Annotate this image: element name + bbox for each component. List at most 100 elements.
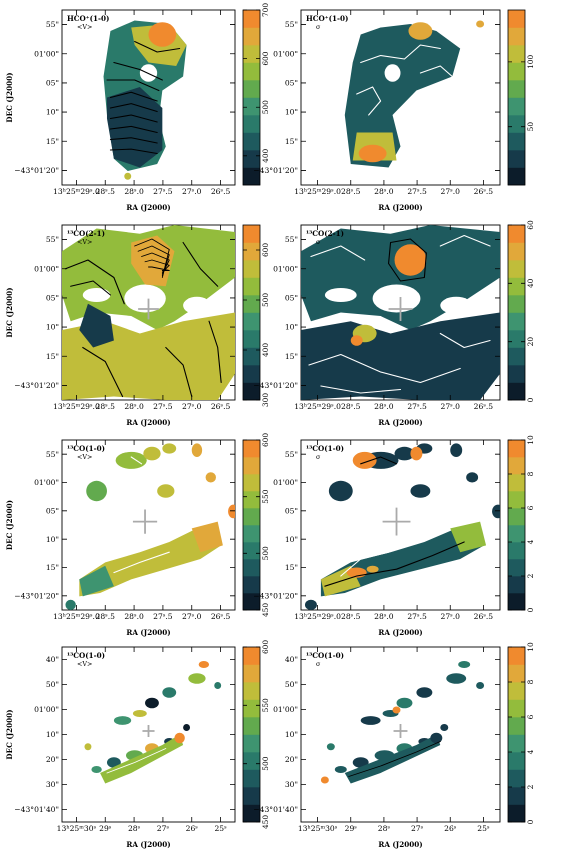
y-tick-label: −43°01'20" — [14, 166, 59, 175]
y-tick-label: 15" — [46, 352, 59, 361]
colorbar-frame — [242, 646, 261, 823]
x-tick-label: 29ˢ — [345, 824, 358, 833]
x-tick-label: 27ˢ.0 — [441, 402, 461, 411]
panel-p3: 55"01'00"05"10"15"−43°01'20"13ʰ25ᵐ29ˢ.02… — [5, 224, 270, 427]
contour-line — [308, 353, 461, 384]
contour-line — [109, 91, 158, 102]
map-area — [304, 443, 500, 610]
colorbar-tick-label: 10 — [526, 435, 535, 445]
x-axis-label: RA (J2000) — [126, 840, 170, 849]
y-tick-label: 15" — [46, 563, 59, 572]
x-tick-label: 28ˢ.5 — [341, 612, 361, 621]
emission-blob — [198, 661, 210, 668]
y-tick-label: 10" — [46, 730, 59, 739]
emission-blob — [410, 484, 431, 498]
colorbar-tick-label: 500 — [261, 293, 270, 307]
colorbar-segment — [243, 62, 260, 81]
colorbar-segment — [508, 576, 525, 594]
x-axis-label: RA (J2000) — [378, 203, 422, 212]
panel-p5: 55"01'00"05"10"15"−43°01'20"13ʰ25ᵐ29ˢ.02… — [5, 433, 270, 637]
y-tick-label: 10" — [285, 108, 298, 117]
colorbar-segment — [243, 804, 260, 823]
colorbar-tick-label: 0 — [526, 819, 535, 824]
x-tick-label: 28ˢ.5 — [341, 187, 361, 196]
colorbar-segment — [508, 10, 525, 28]
x-tick-label: 13ʰ25ᵐ29ˢ.0 — [53, 187, 100, 196]
x-tick-label: 28ˢ.0 — [124, 402, 144, 411]
emission-blob — [188, 673, 206, 684]
x-tick-label: 28ˢ.5 — [341, 402, 361, 411]
x-tick-label: 26ˢ.5 — [211, 402, 231, 411]
emission-blob — [124, 284, 166, 313]
emission-blob — [174, 732, 185, 744]
y-tick-label: 55" — [46, 450, 59, 459]
colorbar-segment — [243, 559, 260, 577]
y-tick-label: 01'00" — [34, 264, 59, 273]
colorbar-frame — [242, 224, 261, 401]
panel-p6: 55"01'00"05"10"15"−43°01'20"13ʰ25ᵐ29ˢ.0 2… — [253, 435, 535, 637]
emission-blob — [162, 687, 177, 698]
emission-region — [344, 24, 461, 168]
x-tick-label: 13ʰ25ᵐ29ˢ.0 — [53, 612, 100, 621]
y-tick-label: −43°01'40" — [253, 805, 298, 814]
colorbar-tick-label: 700 — [261, 3, 270, 17]
colorbar-tick-label: 8 — [526, 679, 535, 684]
colorbar-segment — [243, 132, 260, 151]
colorbar-segment — [508, 97, 525, 116]
emission-region — [79, 525, 222, 597]
panel-p1: 55"01'00"05"10"15"−43°01'20"13ʰ25ᵐ29ˢ.02… — [5, 3, 270, 212]
colorbar-segment — [243, 382, 260, 401]
y-tick-label: −43°01'20" — [14, 381, 59, 390]
panel-subtitle: <V> — [77, 238, 92, 246]
emission-blob — [191, 443, 203, 458]
colorbar-tick-label: 2 — [526, 785, 535, 790]
emission-blob — [394, 244, 427, 276]
colorbar-frame — [507, 224, 526, 401]
y-tick-label: 01'00" — [34, 705, 59, 714]
x-tick-label: 28ˢ.5 — [96, 187, 116, 196]
x-tick-label: 13ʰ25ᵐ29ˢ.0 — [294, 612, 341, 621]
colorbar-segment — [508, 664, 525, 683]
colorbar-tick-label: 600 — [261, 51, 270, 65]
x-tick-label: 28ˢ.0 — [374, 187, 394, 196]
emission-blob — [326, 743, 335, 751]
colorbar-segment — [508, 330, 525, 348]
colorbar-segment — [243, 542, 260, 560]
panel-title: HCO⁺(1-0) — [306, 14, 348, 23]
x-tick-label: 28ˢ.5 — [96, 402, 116, 411]
colorbar-segment — [243, 576, 260, 594]
emission-blob — [183, 296, 211, 315]
colorbar-segment — [508, 150, 525, 168]
colorbar-segment — [508, 682, 525, 700]
contour-line — [360, 456, 398, 465]
colorbar-segment — [243, 682, 260, 700]
x-axis-label: RA (J2000) — [126, 628, 170, 637]
panel-p4: 55"01'00"05"10"15"−43°01'20"13ʰ25ᵐ29ˢ.0 2… — [253, 220, 535, 427]
colorbar-segment — [243, 312, 260, 331]
x-tick-label: 28ˢ.0 — [374, 612, 394, 621]
y-tick-label: −43°01'20" — [253, 166, 298, 175]
x-tick-label: 27ˢ — [411, 824, 424, 833]
colorbar-segment — [508, 440, 525, 458]
contour-line — [439, 332, 491, 349]
colorbar-segment — [243, 491, 260, 509]
y-tick-label: 01'00" — [273, 705, 298, 714]
center-cross — [142, 724, 155, 738]
colorbar-tick-label: 400 — [261, 343, 270, 357]
colorbar-segment — [508, 62, 525, 81]
emission-blob — [394, 446, 415, 461]
panel-title: ¹³CO(1-0) — [67, 444, 105, 453]
y-axis-label: DEC (J2000) — [5, 72, 14, 122]
x-tick-label: 25ˢ — [477, 824, 490, 833]
colorbar-tick-label: 500 — [261, 546, 270, 560]
colorbar-tick-label: 550 — [261, 698, 270, 712]
colorbar-segment — [508, 225, 525, 243]
colorbar-frame — [242, 9, 261, 186]
emission-blob — [396, 697, 413, 709]
emission-blob — [143, 446, 161, 461]
colorbar-tick-label: 400 — [261, 148, 270, 162]
contour-line — [148, 266, 170, 271]
x-tick-label: 27ˢ.5 — [153, 612, 173, 621]
x-tick-label: 13ʰ25ᵐ30ˢ — [57, 824, 97, 833]
